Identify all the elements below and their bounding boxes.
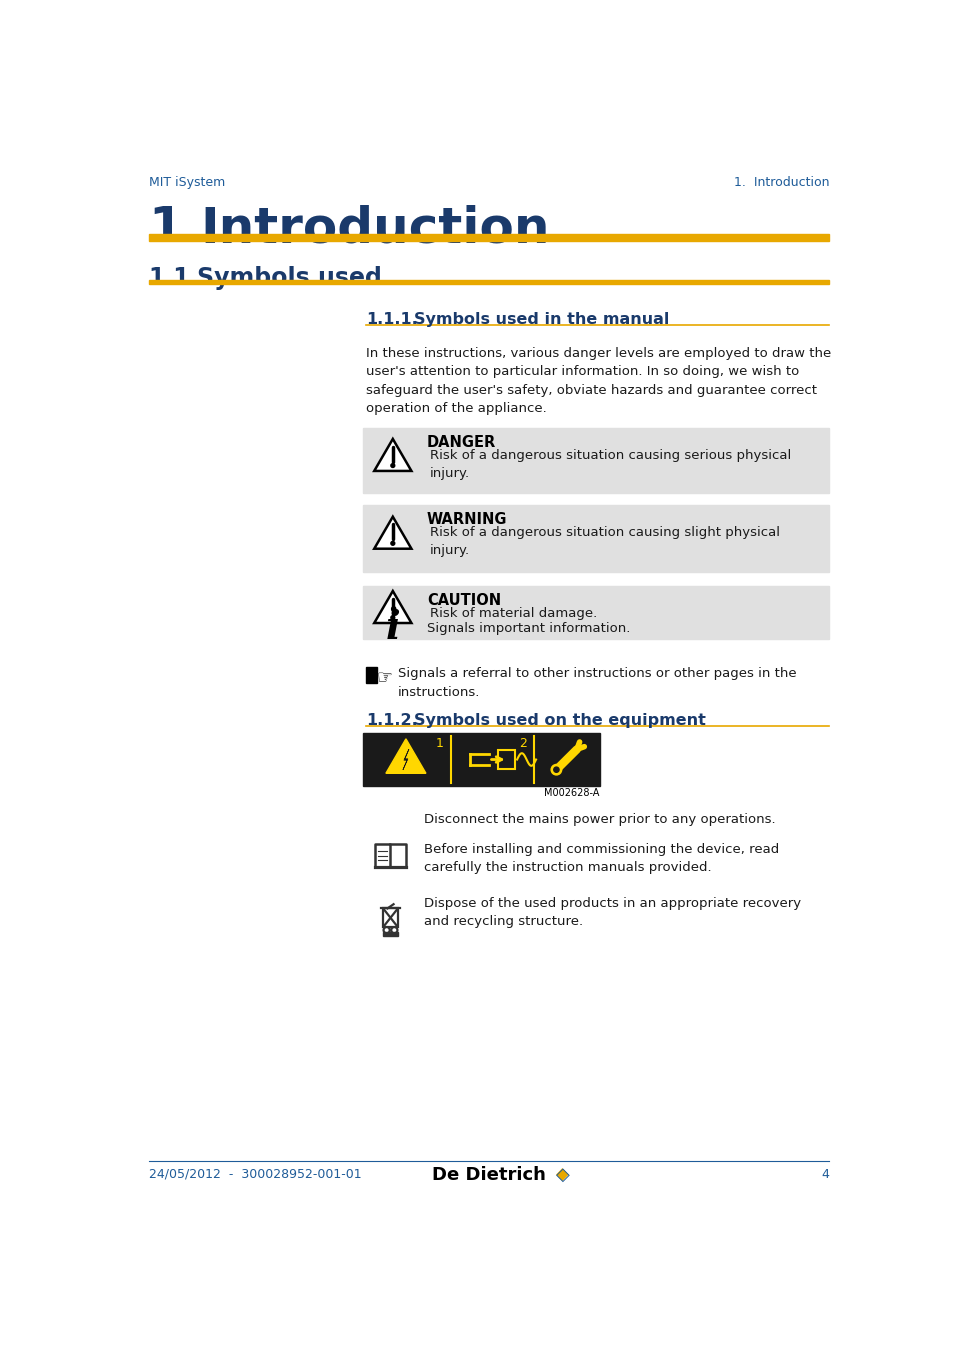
- Text: Risk of material damage.: Risk of material damage.: [430, 608, 597, 620]
- FancyBboxPatch shape: [497, 751, 515, 768]
- Text: 4: 4: [821, 1168, 828, 1181]
- Text: Signals a referral to other instructions or other pages in the
instructions.: Signals a referral to other instructions…: [397, 667, 796, 698]
- Text: Risk of a dangerous situation causing slight physical
injury.: Risk of a dangerous situation causing sl…: [430, 526, 780, 558]
- Polygon shape: [402, 749, 409, 770]
- Text: MIT iSystem: MIT iSystem: [149, 176, 225, 189]
- Circle shape: [391, 541, 395, 545]
- Polygon shape: [374, 439, 411, 471]
- Text: DANGER: DANGER: [427, 435, 496, 451]
- Circle shape: [391, 927, 397, 933]
- Text: De Dietrich: De Dietrich: [432, 1166, 545, 1184]
- Circle shape: [553, 767, 558, 772]
- Polygon shape: [374, 517, 411, 548]
- Text: Dispose of the used products in an appropriate recovery
and recycling structure.: Dispose of the used products in an appro…: [423, 898, 801, 929]
- Bar: [149, 234, 828, 240]
- Bar: [363, 586, 828, 640]
- Text: •: •: [387, 601, 398, 621]
- Text: Symbols used on the equipment: Symbols used on the equipment: [414, 713, 705, 728]
- Text: Introduction: Introduction: [200, 204, 550, 252]
- Text: 1.1.2.: 1.1.2.: [365, 713, 417, 728]
- Text: 1.  Introduction: 1. Introduction: [733, 176, 828, 189]
- Text: Symbols used: Symbols used: [196, 266, 381, 290]
- Bar: [363, 505, 828, 571]
- FancyBboxPatch shape: [382, 909, 397, 927]
- Circle shape: [383, 927, 390, 933]
- Text: CAUTION: CAUTION: [427, 593, 500, 609]
- Text: 1: 1: [436, 737, 443, 751]
- Text: In these instructions, various danger levels are employed to draw the
user's att: In these instructions, various danger le…: [365, 347, 830, 416]
- Text: 24/05/2012  -  300028952-001-01: 24/05/2012 - 300028952-001-01: [149, 1168, 361, 1181]
- Text: ☞: ☞: [376, 668, 393, 687]
- Text: 1: 1: [149, 204, 183, 252]
- Bar: [363, 428, 828, 493]
- Text: ◇: ◇: [555, 1166, 569, 1184]
- Text: Risk of a dangerous situation causing serious physical
injury.: Risk of a dangerous situation causing se…: [430, 450, 790, 481]
- Bar: [365, 667, 376, 683]
- Text: 1.1.1.: 1.1.1.: [365, 312, 417, 327]
- Text: Symbols used in the manual: Symbols used in the manual: [414, 312, 668, 327]
- Text: Disconnect the mains power prior to any operations.: Disconnect the mains power prior to any …: [423, 813, 775, 826]
- Text: WARNING: WARNING: [427, 513, 507, 528]
- Text: i: i: [385, 609, 399, 647]
- Text: 2: 2: [518, 737, 526, 751]
- Text: ◆: ◆: [555, 1166, 568, 1184]
- Text: 1.1: 1.1: [149, 266, 191, 290]
- Circle shape: [551, 764, 561, 775]
- Text: Before installing and commissioning the device, read
carefully the instruction m: Before installing and commissioning the …: [423, 844, 779, 875]
- Polygon shape: [374, 591, 411, 622]
- Text: M002628-A: M002628-A: [544, 788, 599, 798]
- Bar: [363, 733, 599, 786]
- Bar: [382, 931, 397, 937]
- Bar: [149, 279, 828, 284]
- Circle shape: [391, 463, 395, 467]
- Circle shape: [391, 616, 395, 620]
- Polygon shape: [386, 738, 425, 774]
- Text: Signals important information.: Signals important information.: [427, 622, 630, 634]
